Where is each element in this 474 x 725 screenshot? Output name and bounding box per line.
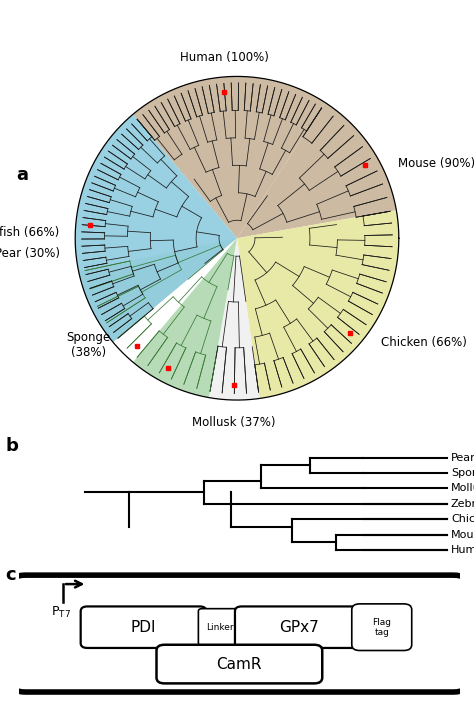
Text: Pear: Pear (451, 452, 474, 463)
Polygon shape (237, 102, 396, 239)
Text: c: c (6, 566, 17, 584)
FancyBboxPatch shape (199, 609, 243, 646)
FancyBboxPatch shape (156, 645, 322, 684)
Polygon shape (113, 239, 237, 362)
Polygon shape (113, 239, 237, 397)
Text: PDI: PDI (130, 620, 156, 634)
Polygon shape (237, 210, 399, 399)
Text: b: b (6, 436, 18, 455)
Text: Mollusk (37%): Mollusk (37%) (192, 416, 276, 429)
Text: Sponge
(38%): Sponge (38%) (67, 331, 111, 359)
FancyBboxPatch shape (235, 606, 363, 648)
Polygon shape (133, 76, 325, 239)
FancyBboxPatch shape (352, 604, 412, 650)
Text: Sponge: Sponge (451, 468, 474, 478)
Text: Chicken: Chicken (451, 514, 474, 524)
Text: Mouse (90%): Mouse (90%) (398, 157, 474, 170)
Text: Pear (30%): Pear (30%) (0, 247, 60, 260)
Text: Flag
tag: Flag tag (372, 618, 391, 637)
Text: P$_{\mathregular{T7}}$: P$_{\mathregular{T7}}$ (51, 605, 71, 621)
Text: Linker: Linker (207, 623, 234, 631)
Text: Human (100%): Human (100%) (181, 51, 269, 64)
Text: a: a (17, 166, 29, 184)
Text: Human: Human (451, 545, 474, 555)
Text: Mouse: Mouse (451, 530, 474, 539)
FancyBboxPatch shape (9, 575, 470, 692)
Polygon shape (209, 239, 260, 400)
Text: Mollusk: Mollusk (451, 484, 474, 494)
Text: Zebrafish (66%): Zebrafish (66%) (0, 225, 59, 239)
Text: CamR: CamR (217, 657, 262, 672)
Polygon shape (75, 115, 237, 342)
Text: Zebrafish: Zebrafish (451, 499, 474, 509)
Polygon shape (79, 239, 237, 342)
FancyBboxPatch shape (81, 606, 206, 648)
Text: GPx7: GPx7 (279, 620, 319, 634)
Text: Chicken (66%): Chicken (66%) (381, 336, 467, 349)
